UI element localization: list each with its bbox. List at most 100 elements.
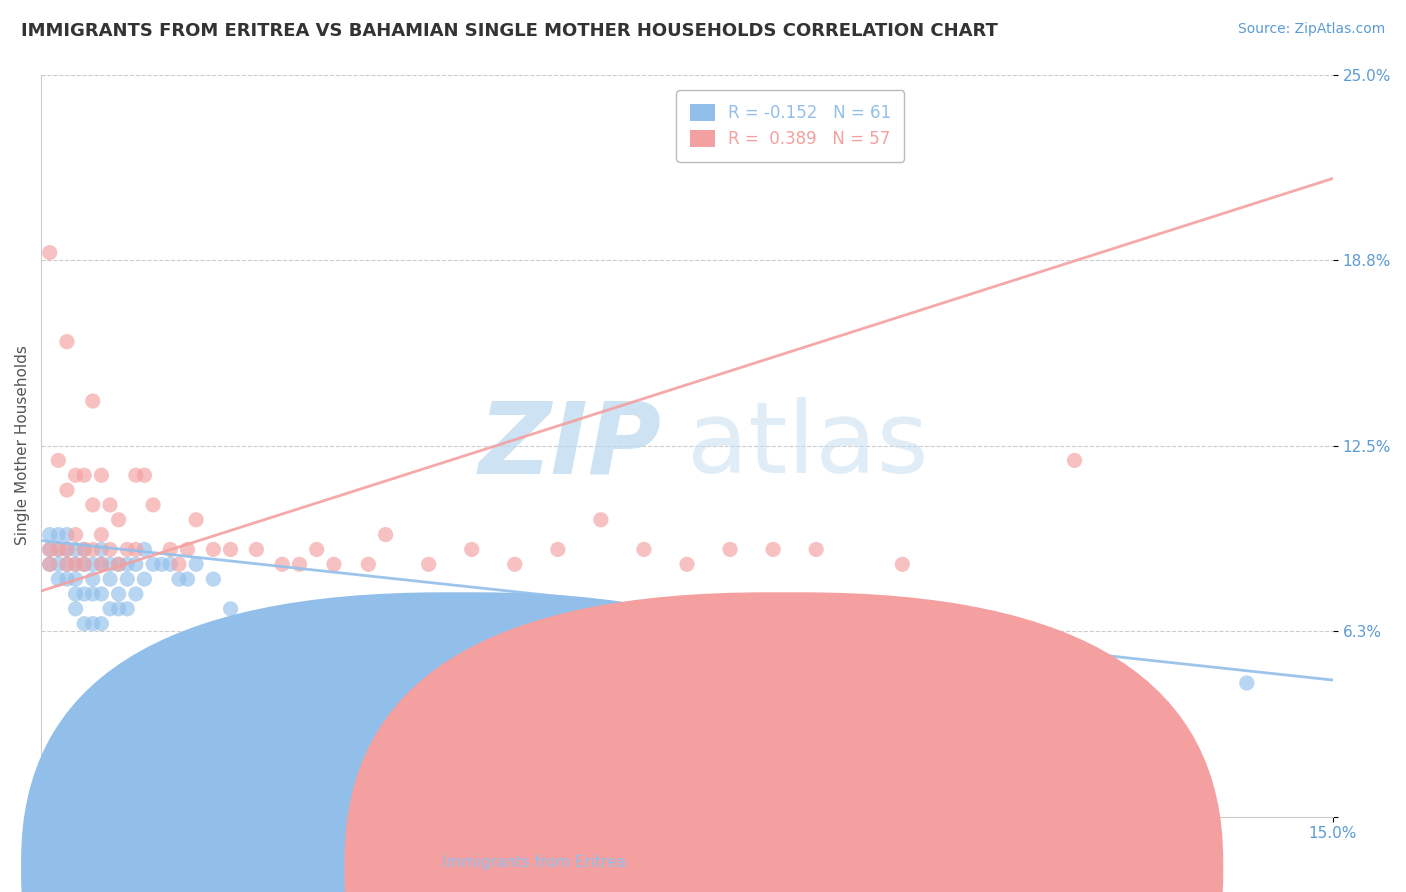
- Point: [82, 572, 104, 586]
- Point: [460, 542, 482, 557]
- Point: [56, 542, 79, 557]
- Point: [167, 572, 190, 586]
- Point: [98, 558, 121, 572]
- Point: [503, 558, 526, 572]
- Point: [115, 572, 138, 586]
- Point: [245, 542, 267, 557]
- Point: [73, 468, 96, 483]
- Text: IMMIGRANTS FROM ERITREA VS BAHAMIAN SINGLE MOTHER HOUSEHOLDS CORRELATION CHART: IMMIGRANTS FROM ERITREA VS BAHAMIAN SING…: [21, 22, 998, 40]
- Point: [90, 542, 112, 557]
- Point: [56, 542, 79, 557]
- Point: [125, 558, 148, 572]
- Point: [56, 558, 79, 572]
- Point: [202, 542, 225, 557]
- Point: [82, 587, 104, 601]
- Point: [73, 542, 96, 557]
- Point: [73, 558, 96, 572]
- Point: [271, 646, 294, 660]
- Point: [1063, 453, 1085, 467]
- Point: [98, 602, 121, 616]
- Point: [150, 558, 173, 572]
- Text: atlas: atlas: [688, 397, 928, 494]
- Point: [184, 513, 207, 527]
- Point: [142, 498, 165, 512]
- Point: [305, 646, 328, 660]
- Point: [107, 587, 129, 601]
- Text: Bahamians: Bahamians: [801, 855, 886, 870]
- Point: [46, 572, 69, 586]
- Point: [56, 572, 79, 586]
- Point: [589, 646, 612, 660]
- Legend: R = -0.152   N = 61, R =  0.389   N = 57: R = -0.152 N = 61, R = 0.389 N = 57: [676, 90, 904, 161]
- Point: [219, 542, 242, 557]
- Point: [418, 735, 440, 749]
- Point: [73, 587, 96, 601]
- Point: [82, 498, 104, 512]
- Point: [184, 558, 207, 572]
- Text: Immigrants from Eritrea: Immigrants from Eritrea: [443, 855, 626, 870]
- Point: [762, 676, 785, 690]
- Point: [38, 542, 60, 557]
- Point: [374, 527, 396, 541]
- Point: [56, 483, 79, 497]
- Point: [65, 468, 87, 483]
- Point: [98, 498, 121, 512]
- Point: [98, 542, 121, 557]
- Point: [107, 602, 129, 616]
- Point: [46, 558, 69, 572]
- Point: [56, 558, 79, 572]
- Point: [547, 542, 569, 557]
- Point: [107, 558, 129, 572]
- Point: [82, 394, 104, 409]
- Point: [46, 527, 69, 541]
- Point: [891, 706, 914, 720]
- Point: [676, 558, 699, 572]
- Point: [46, 453, 69, 467]
- Point: [73, 616, 96, 631]
- Point: [374, 721, 396, 735]
- Point: [73, 558, 96, 572]
- Point: [65, 527, 87, 541]
- Point: [357, 558, 380, 572]
- Point: [107, 513, 129, 527]
- Point: [38, 542, 60, 557]
- Point: [73, 542, 96, 557]
- Point: [98, 572, 121, 586]
- Point: [115, 542, 138, 557]
- Point: [589, 513, 612, 527]
- Point: [718, 542, 741, 557]
- Y-axis label: Single Mother Households: Single Mother Households: [15, 345, 30, 546]
- Point: [115, 558, 138, 572]
- Point: [1236, 676, 1258, 690]
- Point: [142, 558, 165, 572]
- Point: [125, 542, 148, 557]
- Point: [176, 542, 198, 557]
- Point: [56, 527, 79, 541]
- Text: Source: ZipAtlas.com: Source: ZipAtlas.com: [1237, 22, 1385, 37]
- Point: [90, 558, 112, 572]
- Point: [332, 690, 354, 705]
- Point: [125, 468, 148, 483]
- Point: [271, 558, 294, 572]
- Point: [219, 602, 242, 616]
- Point: [159, 558, 181, 572]
- Point: [65, 572, 87, 586]
- Point: [90, 468, 112, 483]
- Point: [38, 558, 60, 572]
- Point: [38, 245, 60, 260]
- Point: [90, 587, 112, 601]
- Point: [46, 542, 69, 557]
- Point: [176, 572, 198, 586]
- Point: [167, 558, 190, 572]
- Point: [762, 542, 785, 557]
- Point: [82, 616, 104, 631]
- Point: [65, 558, 87, 572]
- Point: [65, 542, 87, 557]
- Point: [202, 572, 225, 586]
- Point: [82, 542, 104, 557]
- Point: [891, 558, 914, 572]
- Point: [134, 542, 156, 557]
- Point: [245, 632, 267, 646]
- Point: [460, 690, 482, 705]
- Point: [1063, 750, 1085, 764]
